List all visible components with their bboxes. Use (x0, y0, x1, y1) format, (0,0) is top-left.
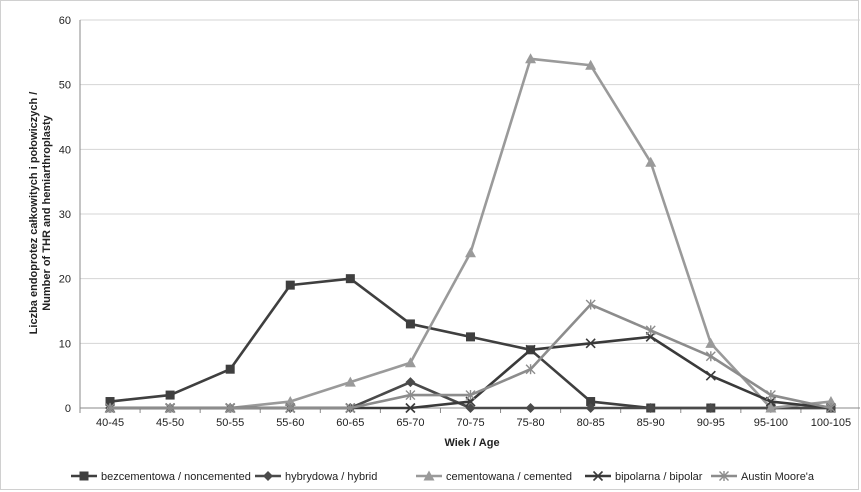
data-point-star (705, 351, 716, 362)
x-tick-label: 65-70 (396, 417, 424, 429)
y-tick-label: 0 (65, 403, 71, 415)
y-tick-label: 30 (59, 209, 71, 221)
data-point-x (585, 338, 596, 349)
data-point-diamond (465, 403, 476, 413)
data-point-star (165, 403, 176, 413)
legend: bezcementowa / noncemented hybrydowa / hy… (71, 470, 815, 483)
x-tick-label: 50-55 (216, 417, 244, 429)
data-point-triangle (525, 53, 537, 64)
data-point-square (586, 397, 596, 407)
marker-stroke (405, 402, 416, 414)
legend-label: bipolarna / bipolar (615, 471, 703, 483)
legend-label: cementowana / cemented (446, 471, 572, 483)
data-point-star (765, 390, 776, 401)
y-axis-title: Liczba endoprotez całkowitych i połowicz… (28, 92, 53, 335)
data-point-diamond (705, 403, 716, 413)
data-point-triangle (284, 396, 296, 407)
data-point-triangle (765, 402, 777, 413)
data-point-diamond (585, 403, 596, 413)
data-point-diamond (263, 471, 273, 481)
data-point-star (825, 403, 836, 413)
data-point-diamond (645, 403, 656, 413)
y-tick-label: 40 (59, 144, 71, 156)
data-point-triangle (825, 396, 837, 407)
x-tick-label: 55-60 (276, 417, 304, 429)
data-point-triangle (344, 376, 356, 387)
y-tick-label: 10 (59, 338, 71, 350)
gridlines (80, 19, 860, 344)
data-point-star (225, 403, 236, 413)
y-tick-label: 20 (59, 274, 71, 286)
legend-label: hybrydowa / hybrid (285, 471, 377, 483)
marker-stroke (525, 344, 536, 355)
data-point-triangle (404, 357, 416, 368)
data-point-x (592, 470, 604, 482)
data-point-triangle (423, 470, 435, 481)
data-point-square (165, 390, 175, 400)
data-point-star (525, 364, 536, 375)
x-tick-label: 100-105 (811, 417, 851, 429)
data-point-x (705, 370, 716, 381)
series-4 (105, 299, 836, 413)
marker-stroke (705, 370, 716, 381)
data-point-star (465, 390, 476, 401)
data-point-diamond (405, 377, 416, 388)
data-point-triangle (585, 59, 597, 70)
data-point-triangle (465, 247, 476, 258)
x-tick-label: 70-75 (456, 417, 484, 429)
series-3 (104, 331, 837, 414)
data-point-star (719, 471, 729, 481)
data-point-triangle (705, 337, 717, 348)
data-point-square (466, 332, 475, 342)
y-tick-label: 60 (59, 15, 71, 27)
y-axis-title-line-2: Number of THR and hemiarthroplasty (41, 114, 53, 310)
legend-item: bezcementowa / noncemented (71, 471, 251, 483)
series-2 (104, 53, 837, 413)
legend-label: bezcementowa / noncemented (101, 471, 251, 483)
series-line (110, 57, 832, 410)
legend-label: Austin Moore'a (741, 471, 815, 483)
x-tick-label: 95-100 (754, 417, 788, 429)
series-layer (104, 53, 837, 414)
x-tick-label: 85-90 (637, 417, 665, 429)
data-point-square (285, 280, 295, 290)
x-tick-label: 80-85 (577, 417, 605, 429)
x-tick-label: 60-65 (336, 417, 364, 429)
legend-item: hybrydowa / hybrid (255, 471, 377, 483)
data-point-square (79, 471, 89, 481)
y-axis-title-line-1: Liczba endoprotez całkowitych i połowicz… (28, 92, 40, 335)
y-tick-label: 50 (59, 80, 71, 92)
data-point-star (345, 403, 356, 413)
data-point-square (345, 274, 355, 284)
legend-item: bipolarna / bipolar (585, 470, 703, 483)
axes: 0 10 20 30 40 50 60 40-45 45-50 50-55 55-60 60-65 65… (59, 15, 860, 429)
data-point-x (525, 344, 536, 355)
data-point-star (585, 299, 596, 310)
data-point-diamond (525, 403, 536, 413)
data-point-star (405, 390, 416, 401)
legend-item: cementowana / cemented (416, 470, 572, 483)
marker-stroke (592, 470, 604, 482)
x-tick-label: 75-80 (517, 417, 545, 429)
data-point-triangle (645, 156, 657, 167)
marker-stroke (585, 338, 596, 349)
data-point-square (105, 397, 115, 407)
data-point-star (285, 403, 296, 413)
data-point-star (645, 325, 656, 336)
x-tick-label: 40-45 (96, 417, 124, 429)
data-point-square (405, 319, 415, 329)
x-tick-label: 45-50 (156, 417, 184, 429)
data-point-x (405, 402, 416, 414)
x-axis-title: Wiek / Age (444, 437, 499, 449)
x-tick-label: 90-95 (697, 417, 725, 429)
legend-item: Austin Moore'a (711, 471, 815, 483)
data-point-square (225, 364, 235, 374)
data-point-star (105, 403, 116, 413)
